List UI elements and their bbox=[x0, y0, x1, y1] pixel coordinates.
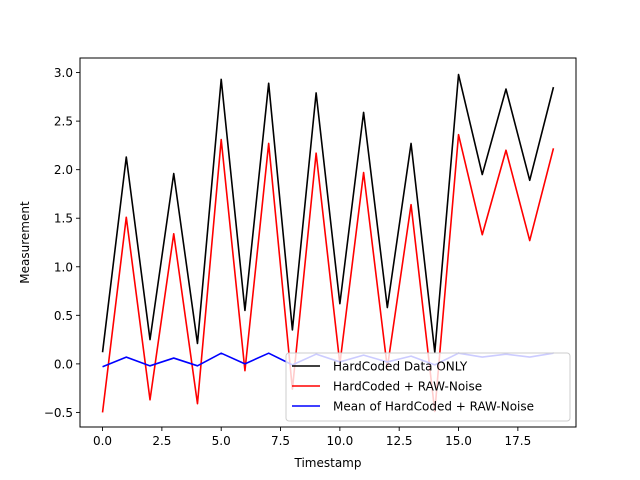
y-tick-label: 0.5 bbox=[54, 309, 73, 323]
x-tick-label: 5.0 bbox=[212, 434, 231, 448]
y-tick-label: 1.0 bbox=[54, 260, 73, 274]
y-tick-label: 0.0 bbox=[54, 357, 73, 371]
axes-frame bbox=[79, 57, 577, 428]
x-tick-label: 15.0 bbox=[445, 434, 472, 448]
y-axis-label: Measurement bbox=[18, 201, 32, 284]
y-axis-ticks: −0.5 0.0 0.5 1.0 1.5 2.0 2.5 3.0 bbox=[44, 66, 80, 420]
x-axis-label: Timestamp bbox=[294, 456, 362, 470]
series-line-1 bbox=[101, 73, 555, 354]
legend-label-2: HardCoded + RAW-Noise bbox=[333, 380, 482, 394]
legend-label-3: Mean of HardCoded + RAW-Noise bbox=[333, 400, 534, 414]
legend-box bbox=[285, 352, 571, 422]
y-tick-label: 2.5 bbox=[54, 115, 73, 129]
series-line-2 bbox=[101, 133, 555, 413]
y-tick-label: 3.0 bbox=[54, 66, 73, 80]
y-tick-label: −0.5 bbox=[44, 406, 73, 420]
legend-label-1: HardCoded Data ONLY bbox=[333, 360, 468, 374]
x-tick-label: 10.0 bbox=[327, 434, 354, 448]
y-tick-label: 2.0 bbox=[54, 163, 73, 177]
x-tick-label: 7.5 bbox=[271, 434, 290, 448]
x-tick-label: 2.5 bbox=[152, 434, 171, 448]
x-tick-label: 0.0 bbox=[93, 434, 112, 448]
legend-items: HardCoded Data ONLY HardCoded + RAW-Noise… bbox=[292, 360, 534, 414]
x-tick-label: 17.5 bbox=[504, 434, 531, 448]
legend: HardCoded Data ONLY HardCoded + RAW-Noise… bbox=[285, 352, 571, 422]
x-axis-ticks: 0.0 2.5 5.0 7.5 10.0 12.5 15.0 17.5 bbox=[93, 427, 531, 448]
y-tick-label: 1.5 bbox=[54, 212, 73, 226]
x-tick-label: 12.5 bbox=[386, 434, 413, 448]
